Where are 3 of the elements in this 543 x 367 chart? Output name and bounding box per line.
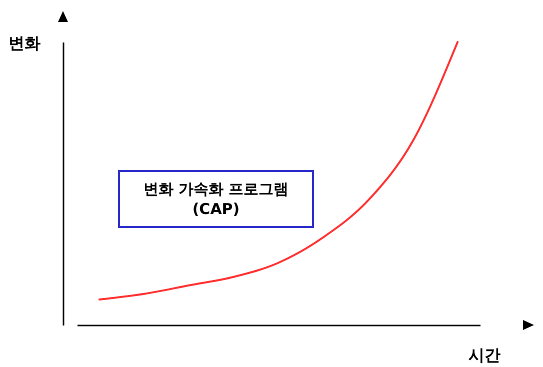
text-box: 변화 가속화 프로그램 (CAP) — [118, 170, 314, 228]
y-axis-title: 변화 — [8, 34, 40, 52]
x-axis-title: 시간 — [468, 346, 500, 364]
